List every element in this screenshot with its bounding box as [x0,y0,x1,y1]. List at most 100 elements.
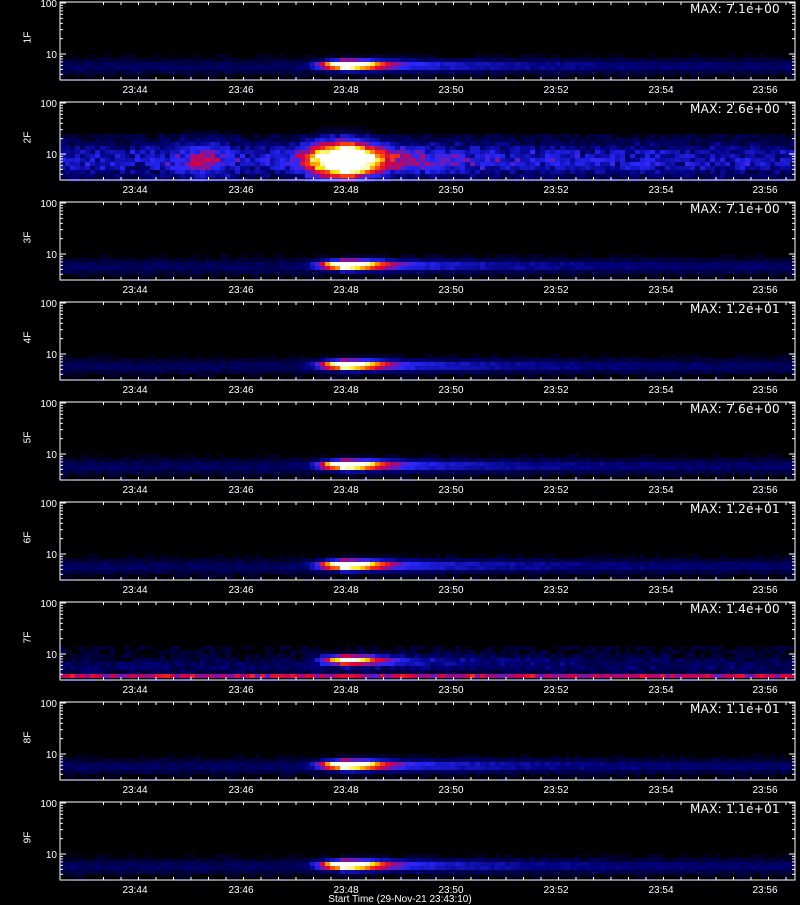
heatmap-cell [215,266,220,270]
heatmap-cell [400,362,405,366]
heatmap-cell [295,158,300,162]
heatmap-cell [700,70,705,74]
heatmap-cell [145,362,150,366]
heatmap-cell [465,162,470,166]
heatmap-cell [390,62,395,66]
heatmap-cell [425,262,430,266]
heatmap-cell [480,138,485,142]
heatmap-cell [380,366,385,370]
heatmap-cell [310,274,315,278]
heatmap-cell [480,154,485,158]
heatmap-cell [185,170,190,174]
heatmap-cell [635,370,640,374]
heatmap-cell [585,58,590,62]
heatmap-cell [465,154,470,158]
heatmap-cell [565,174,570,178]
heatmap-cell [590,258,595,262]
heatmap-cell [200,374,205,378]
heatmap-cell [200,130,205,134]
heatmap-cell [345,262,350,266]
heatmap-cell [730,70,735,74]
heatmap-cell [575,138,580,142]
heatmap-cell [705,142,710,146]
heatmap-cell [475,58,480,62]
heatmap-cell [740,134,745,138]
heatmap-cell [745,70,750,74]
heatmap-cell [135,170,140,174]
heatmap-cell [305,366,310,370]
heatmap-cell [725,262,730,266]
heatmap-cell [355,258,360,262]
heatmap-cell [735,70,740,74]
heatmap-cell [535,274,540,278]
heatmap-cell [410,254,415,258]
heatmap-cell [390,58,395,62]
heatmap-cell [470,254,475,258]
heatmap-cell [395,158,400,162]
heatmap-cell [765,174,770,178]
heatmap-cell [95,462,100,466]
heatmap-cell [90,66,95,70]
heatmap-cell [305,266,310,270]
heatmap-cell [715,138,720,142]
heatmap-cell [645,170,650,174]
heatmap-cell [205,130,210,134]
heatmap-cell [330,262,335,266]
heatmap-cell [640,150,645,154]
heatmap-cell [755,162,760,166]
heatmap-cell [335,158,340,162]
heatmap-cell [280,270,285,274]
heatmap-cell [610,154,615,158]
heatmap-cell [210,154,215,158]
heatmap-cell [705,150,710,154]
heatmap-cell [590,458,595,462]
heatmap-cell [210,258,215,262]
heatmap-cell [490,274,495,278]
heatmap-cell [755,270,760,274]
heatmap-cell [565,138,570,142]
heatmap-cell [280,274,285,278]
heatmap-cell [545,366,550,370]
heatmap-cell [175,170,180,174]
heatmap-cell [680,146,685,150]
heatmap-cell [610,142,615,146]
heatmap-cell [735,366,740,370]
heatmap-cell [340,74,345,78]
heatmap-cell [695,258,700,262]
heatmap-cell [640,146,645,150]
heatmap-cell [325,370,330,374]
heatmap-cell [90,166,95,170]
heatmap-cell [305,458,310,462]
heatmap-cell [710,154,715,158]
heatmap-cell [295,70,300,74]
heatmap-cell [635,458,640,462]
heatmap-cell [165,358,170,362]
heatmap-cell [60,70,65,74]
heatmap-cell [220,154,225,158]
heatmap-cell [645,358,650,362]
heatmap-cell [195,134,200,138]
heatmap-cell [530,170,535,174]
heatmap-cell [240,154,245,158]
heatmap-cell [200,162,205,166]
heatmap-cell [755,150,760,154]
heatmap-cell [720,270,725,274]
x-tick-label: 23:46 [228,85,253,96]
heatmap-cell [140,58,145,62]
heatmap-cell [495,134,500,138]
heatmap-cell [405,70,410,74]
heatmap-cell [75,58,80,62]
heatmap-cell [740,150,745,154]
heatmap-cell [425,58,430,62]
heatmap-cell [645,70,650,74]
heatmap-cell [710,366,715,370]
heatmap-cell [170,274,175,278]
heatmap-cell [665,150,670,154]
heatmap-cell [160,254,165,258]
heatmap-cell [200,366,205,370]
heatmap-cell [695,262,700,266]
heatmap-cell [195,166,200,170]
heatmap-cell [525,362,530,366]
heatmap-cell [670,262,675,266]
heatmap-cell [265,162,270,166]
